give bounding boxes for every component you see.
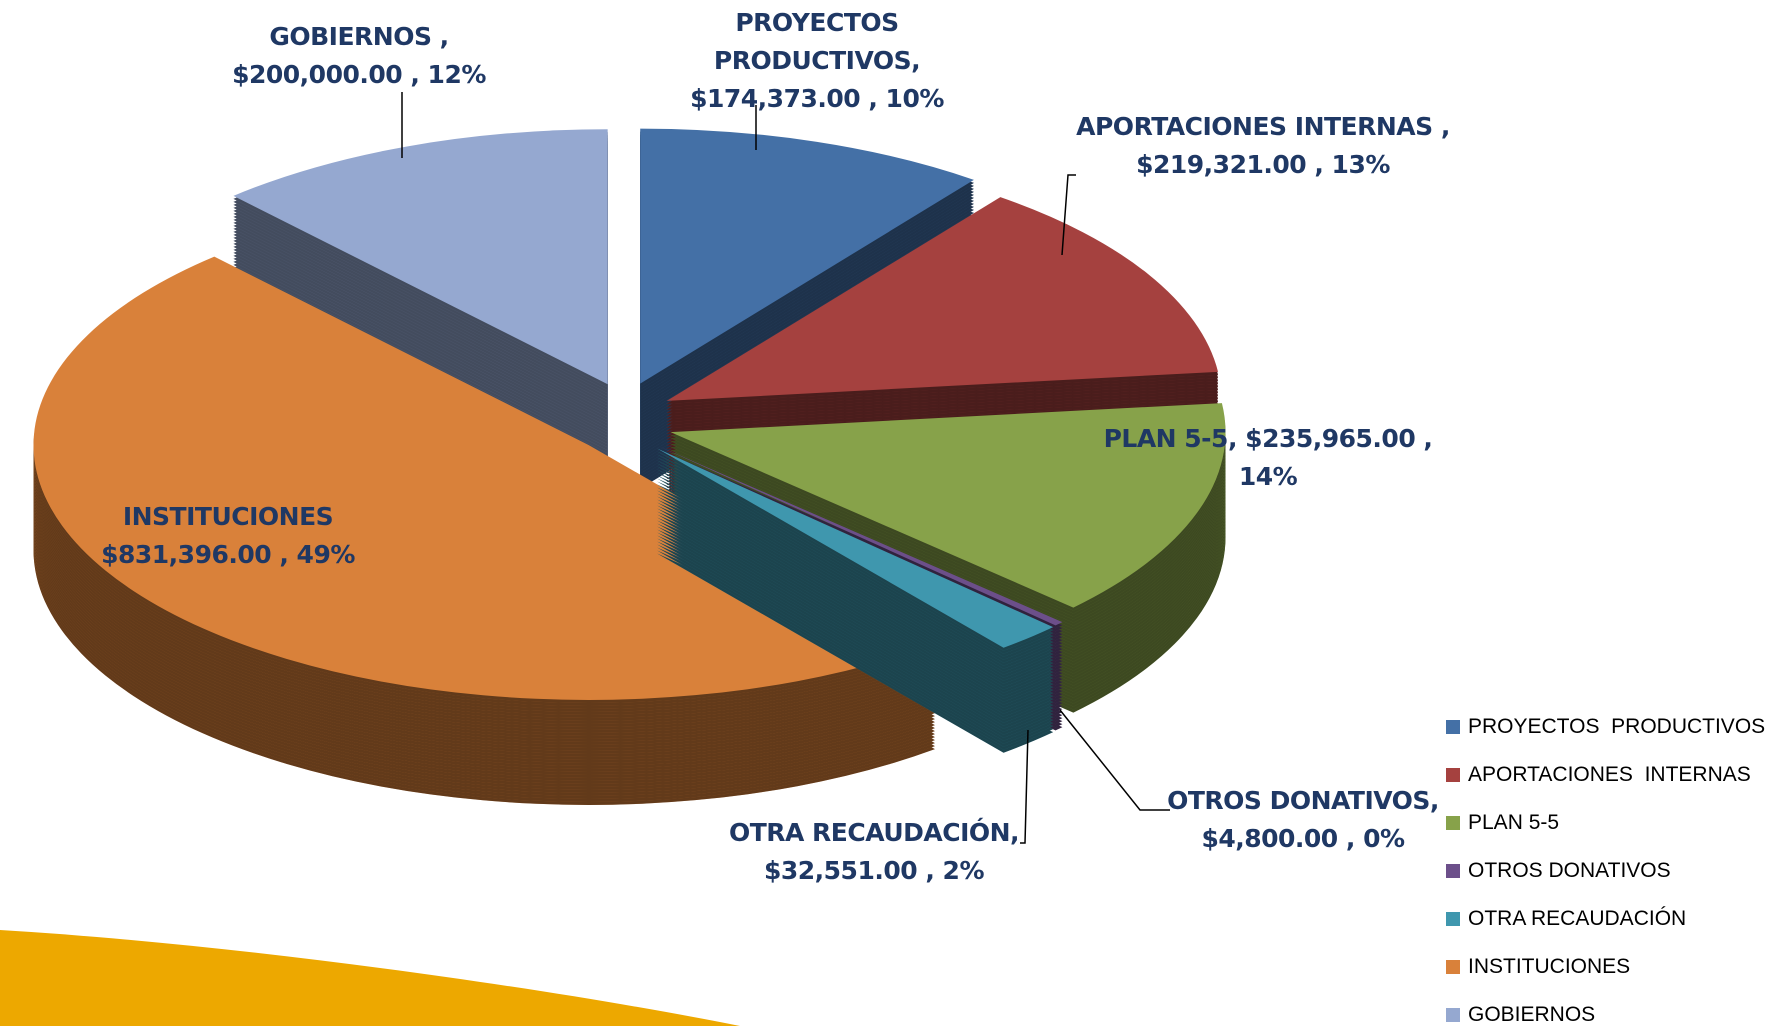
legend-label: APORTACIONES INTERNAS	[1468, 763, 1751, 786]
legend-swatch	[1446, 816, 1460, 830]
pie-slice	[233, 129, 608, 490]
slice-top	[666, 197, 1219, 401]
leader-line	[1061, 174, 1076, 256]
data-label-name: PROYECTOS PRODUCTIVOS,	[713, 8, 921, 75]
data-label-value: $4,800.00 , 0%	[1201, 824, 1405, 853]
data-label: APORTACIONES INTERNAS , $219,321.00 , 13…	[1073, 108, 1453, 184]
data-label-value: $200,000.00 , 12%	[232, 60, 486, 89]
data-label: OTRA RECAUDACIÓN, $32,551.00 , 2%	[709, 814, 1039, 890]
data-label-value: $831,396.00 , 49%	[101, 540, 355, 569]
data-label-name: INSTITUCIONES	[122, 502, 334, 531]
slice-top	[33, 256, 935, 700]
leader-line	[1020, 729, 1029, 844]
pie-slice	[33, 256, 935, 805]
data-label: OTROS DONATIVOS, $4,800.00 , 0%	[1163, 782, 1443, 858]
legend-label: PLAN 5-5	[1468, 811, 1560, 834]
slice-top	[659, 446, 1063, 626]
legend-item: PLAN 5-5	[1446, 811, 1559, 835]
legend-item: OTRA RECAUDACIÓN	[1446, 907, 1686, 931]
legend-label: OTRA RECAUDACIÓN	[1468, 907, 1687, 930]
legend-label: INSTITUCIONES	[1468, 955, 1631, 978]
data-label-value: $235,965.00 , 14%	[1238, 424, 1433, 491]
legend-swatch	[1446, 912, 1460, 926]
legend-item: GOBIERNOS	[1446, 1003, 1595, 1027]
data-label: INSTITUCIONES $831,396.00 , 49%	[78, 498, 378, 574]
data-label-value: $32,551.00 , 2%	[763, 856, 985, 885]
legend-swatch	[1446, 720, 1460, 734]
data-label-name: GOBIERNOS ,	[269, 22, 449, 51]
slice-top	[233, 129, 608, 385]
data-label: GOBIERNOS , $200,000.00 , 12%	[209, 18, 509, 94]
data-label: PLAN 5-5, $235,965.00 , 14%	[1098, 420, 1438, 496]
data-label-name: APORTACIONES INTERNAS ,	[1076, 112, 1450, 141]
pie	[33, 128, 1226, 805]
legend-swatch	[1446, 960, 1460, 974]
legend-label: OTROS DONATIVOS	[1468, 859, 1671, 882]
data-label-value: $219,321.00 , 13%	[1136, 150, 1390, 179]
legend-item: PROYECTOS PRODUCTIVOS	[1446, 715, 1765, 739]
data-label-name: OTROS DONATIVOS,	[1167, 786, 1439, 815]
data-label-value: $174,373.00 , 10%	[690, 84, 944, 113]
pie-slice	[657, 448, 1054, 753]
legend-item: OTROS DONATIVOS	[1446, 859, 1671, 883]
legend-label: PROYECTOS PRODUCTIVOS	[1468, 715, 1766, 738]
slice-top	[640, 128, 974, 384]
slice-top	[657, 448, 1054, 648]
legend-item: INSTITUCIONES	[1446, 955, 1630, 979]
pie-slice	[666, 197, 1219, 506]
data-label: PROYECTOS PRODUCTIVOS, $174,373.00 , 10%	[677, 4, 957, 118]
data-label-name: OTRA RECAUDACIÓN,	[728, 818, 1020, 847]
slice-side-shade	[659, 449, 1063, 629]
leader-line	[1059, 709, 1170, 811]
leader-lines	[401, 92, 1170, 844]
legend-swatch	[1446, 864, 1460, 878]
legend-swatch	[1446, 1008, 1460, 1022]
slice-top	[670, 403, 1226, 608]
legend-swatch	[1446, 768, 1460, 782]
legend-label: GOBIERNOS	[1468, 1003, 1596, 1026]
data-label-name: PLAN 5-5,	[1103, 424, 1238, 453]
decor-swoosh	[0, 930, 740, 1026]
legend-item: APORTACIONES INTERNAS	[1446, 763, 1751, 787]
